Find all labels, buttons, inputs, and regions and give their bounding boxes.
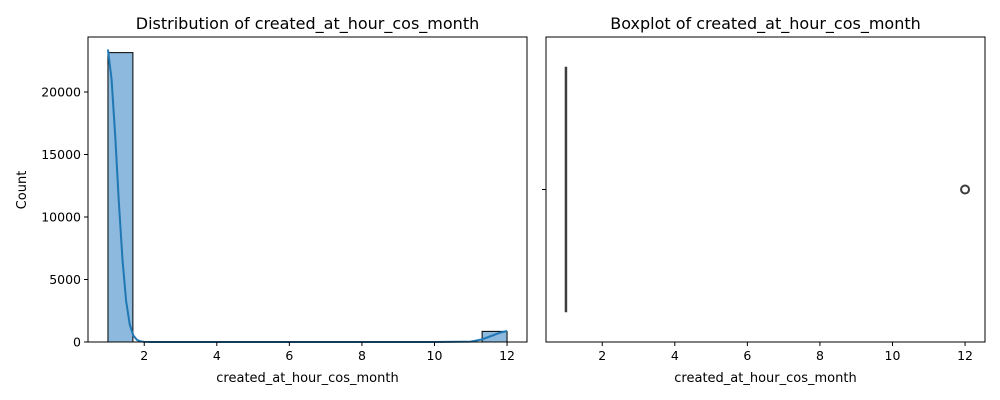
histogram-x-tick-label: 12 xyxy=(499,348,515,363)
histogram-y-tick-label: 20000 xyxy=(41,85,81,100)
boxplot-x-axis-label: created_at_hour_cos_month xyxy=(674,371,856,386)
boxplot-x-tick-label: 4 xyxy=(671,348,679,363)
boxplot-outlier xyxy=(960,184,971,195)
boxplot-panel: Boxplot of created_at_hour_cos_month 2 4 6… xyxy=(542,14,986,386)
histogram-y-tick-label: 10000 xyxy=(41,210,81,225)
boxplot-x-tick-label: 10 xyxy=(885,348,901,363)
histogram-y-tick-label: 15000 xyxy=(41,147,81,162)
histogram-x-tick-label: 2 xyxy=(140,348,148,363)
boxplot-marks xyxy=(564,66,971,313)
histogram-panel: Distribution of created_at_hour_cos_mont… xyxy=(15,14,528,386)
histogram-x-tick-label: 8 xyxy=(358,348,366,363)
histogram-bar xyxy=(481,330,508,343)
boxplot-x-tick-label: 8 xyxy=(816,348,824,363)
histogram-y-ticks: 0 5000 10000 15000 20000 xyxy=(41,85,88,350)
boxplot-x-tick-label: 2 xyxy=(598,348,606,363)
histogram-x-tick-label: 4 xyxy=(213,348,221,363)
histogram-x-ticks: 2 4 6 8 10 12 xyxy=(140,342,515,363)
histogram-bars xyxy=(107,52,508,343)
boxplot-plot-frame xyxy=(545,36,986,343)
histogram-x-axis-label: created_at_hour_cos_month xyxy=(216,371,398,386)
histogram-y-tick-label: 0 xyxy=(73,335,81,350)
kde-line xyxy=(106,49,508,343)
histogram-x-tick-label: 6 xyxy=(285,348,293,363)
boxplot-x-tick-label: 12 xyxy=(957,348,973,363)
histogram-y-axis-label: Count xyxy=(15,171,30,210)
boxplot-x-tick-label: 6 xyxy=(743,348,751,363)
histogram-plot-frame xyxy=(87,36,528,343)
histogram-x-tick-label: 10 xyxy=(427,348,443,363)
histogram-title: Distribution of created_at_hour_cos_mont… xyxy=(136,14,479,34)
boxplot-title: Boxplot of created_at_hour_cos_month xyxy=(610,14,921,34)
histogram-y-tick-label: 5000 xyxy=(49,272,81,287)
boxplot-x-ticks: 2 4 6 8 10 12 xyxy=(598,342,973,363)
